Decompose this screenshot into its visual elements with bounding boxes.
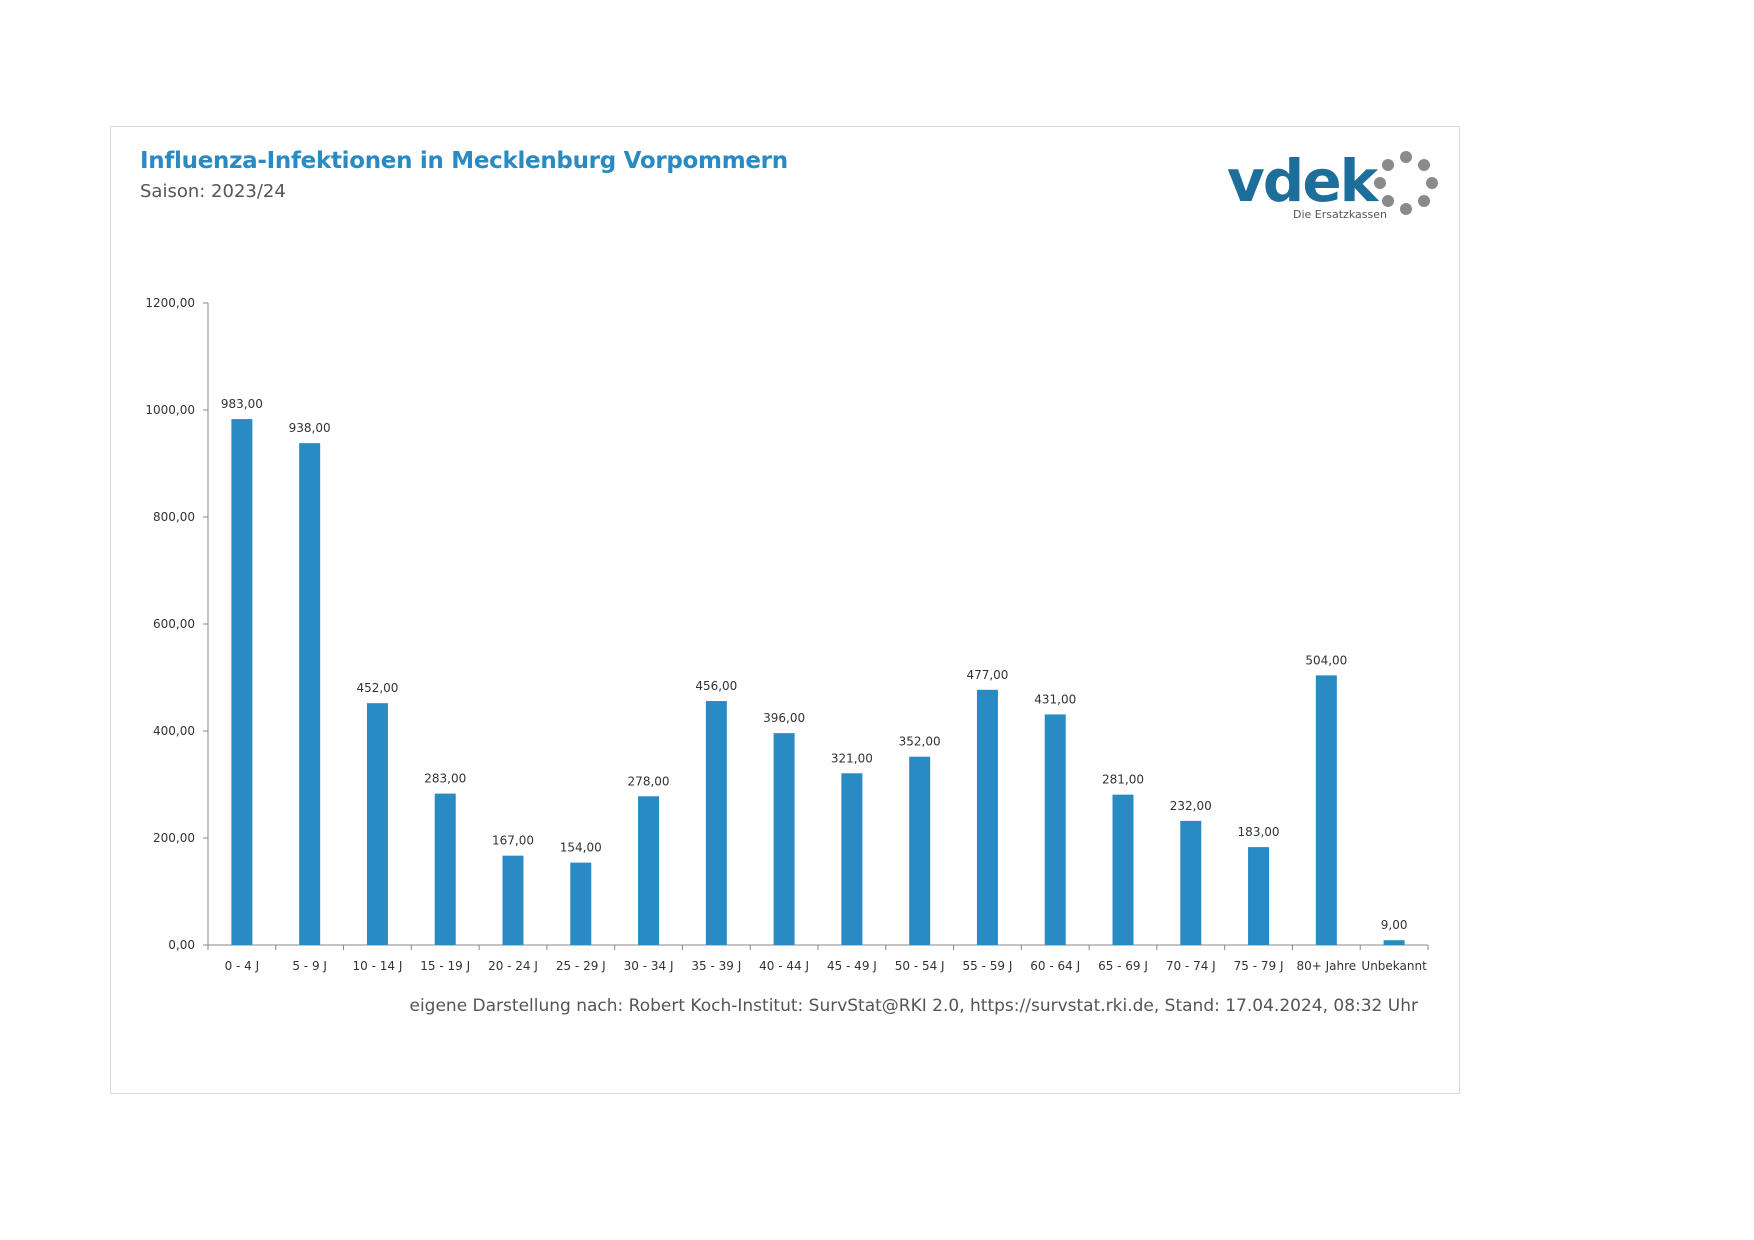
y-axis: 0,00 200,00 400,00 600,00 800,00 1000,00 1200,… [145, 296, 209, 952]
value-labels: 983,00 938,00 452,00 283,00 167,00 154,00 278,… [221, 397, 1408, 932]
data-label: 352,00 [899, 735, 941, 749]
y-tick-label: 200,00 [153, 831, 195, 845]
x-tick-label: 0 - 4 J [225, 959, 260, 973]
data-label: 456,00 [695, 679, 737, 693]
bar [705, 701, 727, 945]
data-label: 983,00 [221, 397, 263, 411]
source-note: eigene Darstellung nach: Robert Koch-Ins… [409, 996, 1418, 1016]
data-label: 504,00 [1305, 653, 1347, 667]
data-label: 396,00 [763, 711, 805, 725]
x-tick-label: 5 - 9 J [292, 959, 327, 973]
data-label: 431,00 [1034, 692, 1076, 706]
y-tick-label: 1000,00 [145, 403, 195, 417]
data-label: 154,00 [560, 841, 602, 855]
x-tick-label: 75 - 79 J [1234, 959, 1284, 973]
x-tick-label: 35 - 39 J [691, 959, 741, 973]
data-label: 938,00 [289, 421, 331, 435]
data-label: 452,00 [356, 681, 398, 695]
x-tick-label: 45 - 49 J [827, 959, 877, 973]
data-label: 283,00 [424, 772, 466, 786]
data-label: 477,00 [966, 668, 1008, 682]
bar [434, 793, 456, 945]
x-tick-label: 60 - 64 J [1030, 959, 1080, 973]
y-tick-label: 600,00 [153, 617, 195, 631]
bar [502, 855, 524, 945]
logo-tagline: Die Ersatzkassen [1293, 208, 1387, 221]
x-tick-label: 55 - 59 J [963, 959, 1013, 973]
bar [976, 689, 998, 945]
y-tick-label: 1200,00 [145, 296, 195, 310]
bar [231, 419, 253, 946]
bar [909, 756, 931, 945]
chart-subtitle: Saison: 2023/24 [140, 181, 286, 202]
bar [299, 443, 321, 945]
bar [1248, 847, 1270, 945]
data-label: 278,00 [628, 774, 670, 788]
x-tick-label: 65 - 69 J [1098, 959, 1148, 973]
data-label: 281,00 [1102, 773, 1144, 787]
x-tick-label: 70 - 74 J [1166, 959, 1216, 973]
logo-ring-icon [1374, 151, 1438, 215]
bar [1180, 820, 1202, 945]
bar [638, 796, 660, 945]
data-label: 183,00 [1238, 825, 1280, 839]
bar [1044, 714, 1066, 945]
data-label: 167,00 [492, 834, 534, 848]
bar-series [231, 419, 1405, 946]
x-tick-label: 40 - 44 J [759, 959, 809, 973]
x-tick-label: 30 - 34 J [624, 959, 674, 973]
x-tick-label: Unbekannt [1361, 959, 1427, 973]
data-label: 321,00 [831, 751, 873, 765]
x-axis: 0 - 4 J 5 - 9 J 10 - 14 J 15 - 19 J 20 - 24 … [207, 944, 1429, 973]
x-tick-label: 25 - 29 J [556, 959, 606, 973]
bar [570, 862, 592, 945]
logo-wordmark: vdek [1227, 147, 1380, 215]
bar [773, 733, 795, 945]
x-tick-label: 10 - 14 J [353, 959, 403, 973]
y-tick-label: 800,00 [153, 510, 195, 524]
vdek-logo: vdek Die Ersatzkassen [1227, 147, 1438, 221]
data-label: 232,00 [1170, 799, 1212, 813]
data-label: 9,00 [1381, 918, 1408, 932]
y-tick-label: 0,00 [168, 938, 195, 952]
x-tick-label: 15 - 19 J [420, 959, 470, 973]
bar [1112, 794, 1134, 945]
bar [1383, 940, 1405, 945]
x-tick-label: 80+ Jahre [1296, 959, 1356, 973]
bar [1315, 675, 1337, 945]
bar [366, 703, 388, 945]
x-tick-label: 50 - 54 J [895, 959, 945, 973]
chart-title: Influenza-Infektionen in Mecklenburg Vor… [140, 148, 788, 174]
bar [841, 773, 863, 945]
y-tick-label: 400,00 [153, 724, 195, 738]
x-tick-label: 20 - 24 J [488, 959, 538, 973]
